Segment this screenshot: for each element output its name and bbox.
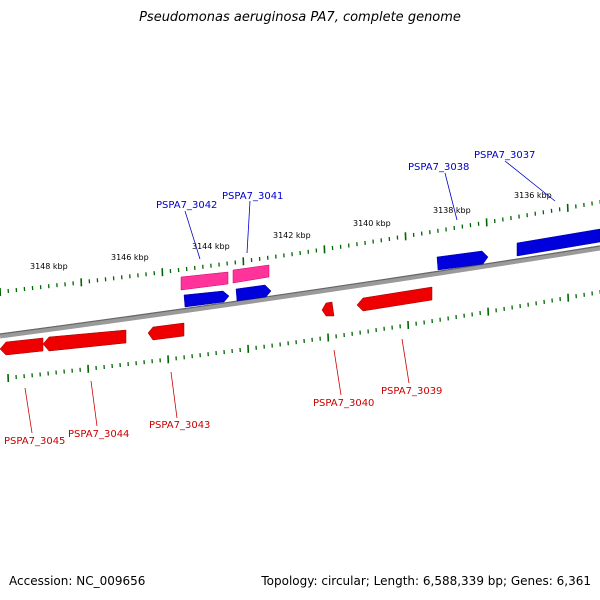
gene-arrow-pspa7-3045[interactable] <box>0 337 44 356</box>
gene-arrow-pspa7-3040[interactable] <box>321 301 335 317</box>
genome-summary: Topology: circular; Length: 6,588,339 bp… <box>261 574 591 588</box>
gene-arrow-pspa7-3043[interactable] <box>147 322 185 341</box>
tick-label-3148: 3148 kbp <box>30 262 68 271</box>
gene-label-pspa7-3038[interactable]: PSPA7_3038 <box>408 162 469 173</box>
tick-label-3136: 3136 kbp <box>514 191 552 200</box>
pseudogene-bar-pspa7-3041[interactable] <box>232 264 270 284</box>
map-title: Pseudomonas aeruginosa PA7, complete gen… <box>139 10 461 25</box>
gene-arrow-pspa7-3038[interactable] <box>436 250 489 271</box>
gene-label-pspa7-3040[interactable]: PSPA7_3040 <box>313 398 374 409</box>
tick-label-3144: 3144 kbp <box>192 242 230 251</box>
outer-tick-track <box>0 200 600 297</box>
gene-arrow-pspa7-3039[interactable] <box>356 286 433 312</box>
tick-label-3146: 3146 kbp <box>111 253 149 262</box>
gene-label-pspa7-3043[interactable]: PSPA7_3043 <box>149 420 210 431</box>
inner-tick-track <box>7 290 600 383</box>
gene-arrow-pspa7-3044[interactable] <box>42 329 127 352</box>
leader-line-pspa7-3044 <box>90 380 98 427</box>
gene-label-pspa7-3037[interactable]: PSPA7_3037 <box>474 150 535 161</box>
leader-line-pspa7-3042 <box>184 210 201 260</box>
leader-line-pspa7-3043 <box>170 371 178 419</box>
accession-label: Accession: NC_009656 <box>9 574 146 588</box>
gene-label-pspa7-3044[interactable]: PSPA7_3044 <box>68 429 129 440</box>
tick-label-3140: 3140 kbp <box>353 219 391 228</box>
tick-label-3138: 3138 kbp <box>433 206 471 215</box>
gene-label-pspa7-3042[interactable]: PSPA7_3042 <box>156 200 217 211</box>
gene-arrow-pspa7-3042[interactable] <box>183 290 230 308</box>
leader-line-pspa7-3041 <box>246 200 251 254</box>
leader-line-pspa7-3039 <box>401 338 410 384</box>
leader-line-pspa7-3045 <box>24 387 33 434</box>
gene-arrow-pspa7-3041[interactable] <box>235 284 272 302</box>
leader-line-pspa7-3038 <box>444 172 458 221</box>
gene-label-pspa7-3039[interactable]: PSPA7_3039 <box>381 386 442 397</box>
gene-arrow-pspa7-3037[interactable] <box>516 228 600 257</box>
leader-line-pspa7-3040 <box>333 349 342 396</box>
genome-backbone-highlight <box>0 245 600 335</box>
gene-label-pspa7-3045[interactable]: PSPA7_3045 <box>4 436 65 447</box>
tick-label-3142: 3142 kbp <box>273 231 311 240</box>
pseudogene-bar-pspa7-3042[interactable] <box>180 271 229 291</box>
gene-label-pspa7-3041[interactable]: PSPA7_3041 <box>222 191 283 202</box>
leader-line-pspa7-3037 <box>504 160 556 202</box>
genome-backbone <box>0 245 600 339</box>
